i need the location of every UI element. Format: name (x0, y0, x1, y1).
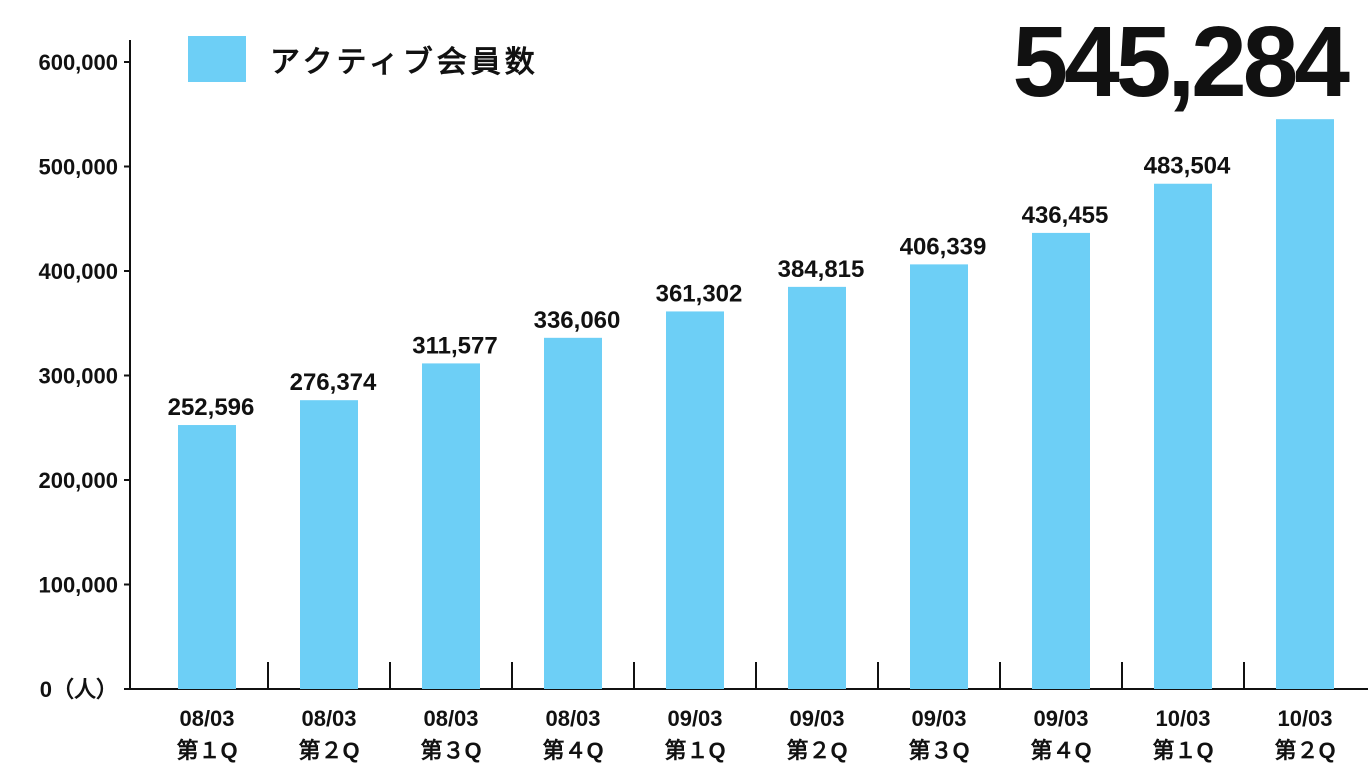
value-label: 483,504 (1144, 153, 1231, 180)
x-tick-line: 第１Q (1152, 738, 1213, 763)
legend-swatch (188, 36, 246, 82)
x-tick-line: 09/03 (789, 706, 844, 731)
legend-label: アクティブ会員数 (270, 45, 539, 79)
x-tick-label: 10/03 第２Q (1274, 706, 1335, 763)
bar (178, 425, 236, 689)
value-label: 276,374 (290, 369, 377, 396)
x-tick-line: 第２Q (298, 738, 359, 763)
bar (910, 264, 968, 689)
x-tick-label: 09/03 第３Q (908, 706, 969, 763)
bar (1276, 119, 1334, 689)
x-tick-line: 09/03 (911, 706, 966, 731)
y-tick-label: 0（人） (40, 677, 118, 702)
x-tick-label: 09/03 第１Q (664, 706, 725, 763)
y-tick-label: 100,000 (38, 573, 118, 598)
bar (422, 363, 480, 689)
x-tick-line: 09/03 (667, 706, 722, 731)
value-label: 384,815 (778, 256, 865, 283)
value-label: 361,302 (656, 280, 743, 307)
value-label: 545,284 (1013, 6, 1351, 118)
value-label: 436,455 (1022, 202, 1109, 229)
x-tick-line: 08/03 (423, 706, 478, 731)
bar (544, 337, 602, 689)
x-tick-line: 第４Q (1030, 738, 1091, 763)
x-tick-line: 09/03 (1033, 706, 1088, 731)
bar (1032, 232, 1090, 689)
x-tick-label: 08/03 第４Q (542, 706, 603, 763)
x-tick-label: 09/03 第２Q (786, 706, 847, 763)
x-tick-label: 08/03 第１Q (176, 706, 237, 763)
x-tick-line: 第４Q (542, 738, 603, 763)
y-tick-label: 500,000 (38, 155, 118, 180)
value-label: 311,577 (412, 332, 497, 359)
x-tick-line: 第１Q (664, 738, 725, 763)
x-tick-line: 10/03 (1277, 706, 1332, 731)
y-tick-label: 200,000 (38, 468, 118, 493)
x-tick-line: 08/03 (545, 706, 600, 731)
y-tick-label: 400,000 (38, 259, 118, 284)
value-label: 406,339 (900, 233, 987, 260)
y-tick-label: 600,000 (38, 50, 118, 75)
bar (788, 286, 846, 689)
x-tick-line: 第２Q (786, 738, 847, 763)
x-tick-line: 第３Q (908, 738, 969, 763)
value-label: 336,060 (534, 307, 621, 334)
x-tick-label: 10/03 第１Q (1152, 706, 1213, 763)
x-tick-line: 第１Q (176, 738, 237, 763)
bar (666, 311, 724, 689)
x-tick-line: 08/03 (301, 706, 356, 731)
x-tick-label: 08/03 第３Q (420, 706, 481, 763)
x-tick-line: 第２Q (1274, 738, 1335, 763)
x-tick-label: 08/03 第２Q (298, 706, 359, 763)
y-tick-label: 300,000 (38, 364, 118, 389)
bar (300, 400, 358, 689)
x-tick-line: 第３Q (420, 738, 481, 763)
x-tick-label: 09/03 第４Q (1030, 706, 1091, 763)
bar (1154, 183, 1212, 689)
x-tick-line: 08/03 (179, 706, 234, 731)
x-tick-line: 10/03 (1155, 706, 1210, 731)
value-label: 252,596 (168, 394, 255, 421)
